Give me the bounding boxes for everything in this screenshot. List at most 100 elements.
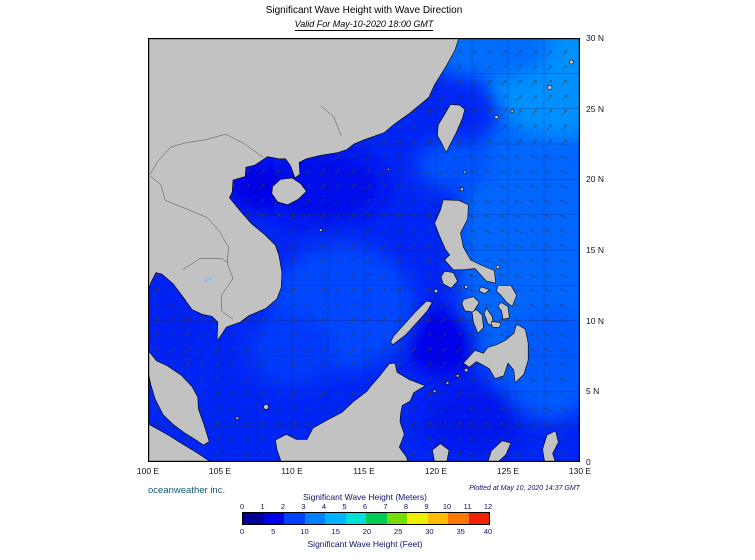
meter-tick-label: 9 [424,502,429,511]
island-basilan [464,368,469,373]
lat-tick-label: 20 N [586,174,604,185]
land-luzon [434,199,497,284]
lon-tick-label: 125 E [496,466,520,476]
lat-tick-label: 10 N [586,315,604,326]
colorbar-cell [243,513,264,524]
island-paracel [319,228,323,232]
meter-tick-label: 3 [301,502,306,511]
land-samar [496,285,517,307]
feet-tick-label: 40 [483,527,493,536]
chart-subtitle: Valid For May-10-2020 18:00 GMT [148,19,580,31]
land-borneo [275,362,426,462]
colorbar-cell [407,513,428,524]
land-mainland-asia [148,38,460,342]
lon-tick-label: 105 E [208,466,232,476]
lon-tick-label: 130 E [568,466,592,476]
island-tablas [464,284,469,289]
land-negros [471,309,484,334]
country-borders [149,105,342,320]
lat-tick-label: 0 [586,457,591,467]
lake-tonle-sap [203,277,212,283]
land-mindanao [463,323,529,384]
land-mindoro [440,270,458,289]
land-bohol [491,321,502,328]
feet-tick-label: 10 [300,527,309,536]
land-masbate [478,286,490,295]
feet-tick-label: 5 [271,527,276,536]
lon-tick-label: 100 E [136,466,160,476]
island-amami [569,59,574,65]
meter-tick-label: 0 [239,502,245,511]
land-sulawesi-west [432,443,450,462]
lat-tick-label: 25 N [586,103,604,114]
feet-tick-label: 30 [425,527,434,536]
lon-tick-label: 115 E [353,466,375,476]
colorbar-cell [325,513,346,524]
island-sulu-2 [445,381,450,385]
map-frame [148,38,580,462]
island-batanes [463,170,467,174]
legend-title-meters: Significant Wave Height (Meters) [303,492,427,502]
meter-tick-label: 12 [483,502,493,511]
island-sulu-1 [432,389,437,394]
land-palawan [390,300,433,345]
island-sulu-3 [455,373,460,378]
meter-tick-label: 7 [383,502,388,511]
colorbar-cell [386,513,407,524]
island-pratas [387,167,391,171]
land-halmahera [542,430,559,462]
island-catanduanes [495,264,501,270]
colorbar-cell [263,513,284,524]
lat-tick-label: 30 N [586,33,604,43]
lon-tick-label: 110 E [281,466,303,476]
legend-feet-ticks: 0 5 10 15 20 25 30 35 40 [239,527,492,536]
meter-tick-label: 1 [260,502,265,511]
feet-tick-label: 35 [456,527,465,536]
feet-tick-label: 0 [239,527,245,536]
land-hainan [271,177,307,206]
island-ishigaki [494,114,499,120]
land-taiwan [437,104,466,153]
island-calamian [433,288,439,294]
feet-tick-label: 20 [362,527,372,536]
legend-colorbar [242,512,490,525]
legend-meter-ticks: 0 1 2 3 4 5 6 7 8 9 10 11 12 [239,502,492,511]
island-anambas [235,416,240,421]
colorbar-cell [284,513,305,524]
chart-title: Significant Wave Height with Wave Direct… [265,5,463,16]
plotted-time-text: Plotted at May 10, 2020 14:37 GMT [469,485,580,492]
land-masses [148,38,574,462]
colorbar-cell [304,513,325,524]
meter-tick-label: 4 [321,502,327,511]
meter-tick-label: 8 [403,502,409,511]
feet-tick-label: 25 [394,527,403,536]
land-malay-peninsula [148,350,210,446]
island-miyako [510,109,515,114]
colorbar-cell [468,513,489,524]
land-sulawesi-north [487,440,512,462]
lat-tick-label: 5 N [586,386,600,397]
meter-tick-label: 10 [442,502,452,511]
valid-time-text: Valid For May-10-2020 18:00 GMT [294,19,434,31]
legend-title-feet: Significant Wave Height (Feet) [307,539,423,549]
map-svg [148,38,580,462]
land-sumatra [148,423,211,462]
meter-tick-label: 6 [362,502,368,511]
island-babuyan [459,187,464,192]
colorbar-cell [427,513,448,524]
land-leyte [497,302,510,320]
credit-text: oceanweather inc. [148,485,226,496]
map-plot [148,38,580,462]
island-natuna [263,404,269,410]
meter-tick-label: 11 [463,502,472,511]
meter-tick-label: 2 [280,502,286,511]
lon-tick-label: 120 E [424,466,448,476]
colorbar-cell [448,513,469,524]
island-okinawa [547,84,553,90]
colorbar-cell [345,513,366,524]
feet-tick-label: 15 [331,527,340,536]
meter-tick-label: 5 [342,502,347,511]
colorbar-cell [366,513,387,524]
lat-tick-label: 15 N [586,245,604,255]
